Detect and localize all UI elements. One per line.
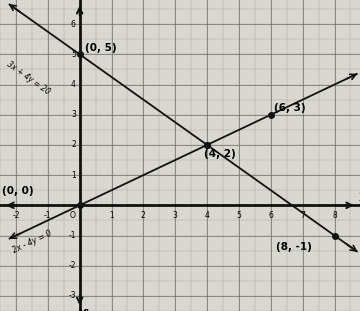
Text: Y: Y xyxy=(80,0,87,2)
Text: (8, -1): (8, -1) xyxy=(275,242,311,252)
Text: -1: -1 xyxy=(68,231,76,240)
Text: (4, 2): (4, 2) xyxy=(204,149,236,159)
Text: 5: 5 xyxy=(237,211,241,220)
Text: 1: 1 xyxy=(109,211,114,220)
Text: X: X xyxy=(359,193,360,203)
Text: 7: 7 xyxy=(300,211,305,220)
Text: 2: 2 xyxy=(141,211,146,220)
Text: O: O xyxy=(70,211,76,220)
Text: 2x - 4y = 0: 2x - 4y = 0 xyxy=(11,229,53,255)
Text: (6, 3): (6, 3) xyxy=(274,103,306,113)
Text: -1: -1 xyxy=(44,211,51,220)
Text: 3: 3 xyxy=(71,110,76,119)
Text: Y': Y' xyxy=(78,309,89,311)
Text: (0, 5): (0, 5) xyxy=(85,43,117,53)
Text: 8: 8 xyxy=(332,211,337,220)
Text: 6: 6 xyxy=(268,211,273,220)
Text: 3x + 4y = 20: 3x + 4y = 20 xyxy=(5,60,52,97)
Text: 3: 3 xyxy=(173,211,177,220)
Text: 4: 4 xyxy=(71,80,76,89)
Text: -3: -3 xyxy=(68,291,76,300)
Text: -2: -2 xyxy=(12,211,20,220)
Text: 1: 1 xyxy=(71,171,76,180)
Text: 6: 6 xyxy=(71,20,76,29)
Text: 2: 2 xyxy=(71,141,76,149)
Text: 5: 5 xyxy=(71,50,76,59)
Text: (0, 0): (0, 0) xyxy=(1,186,33,196)
Text: X': X' xyxy=(0,193,1,203)
Text: 4: 4 xyxy=(204,211,210,220)
Text: -2: -2 xyxy=(68,261,76,270)
